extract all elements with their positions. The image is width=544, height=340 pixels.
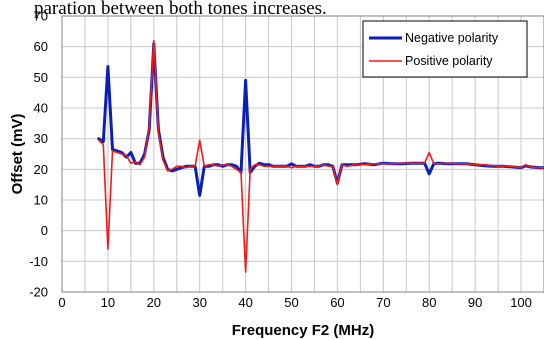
y-tick-label-20: 20 xyxy=(34,162,48,177)
y-tick-label-70: 70 xyxy=(34,9,48,24)
x-tick-label-0: 0 xyxy=(58,295,65,310)
y-tick-label--20: -20 xyxy=(29,285,48,300)
series-layer xyxy=(97,39,544,273)
caption-fragment: paration between both tones increases. xyxy=(34,0,327,19)
legend-box xyxy=(362,20,528,78)
x-tick-label-90: 90 xyxy=(468,295,482,310)
plot-frame xyxy=(61,15,544,293)
tick-labels: 0 10 20 30 40 50 60 70 80 90 100 -20 -10 0 10 20 30 40 50 6… xyxy=(29,9,532,311)
y-tick-label-60: 60 xyxy=(34,39,48,54)
x-tick-label-40: 40 xyxy=(238,295,252,310)
x-tick-label-60: 60 xyxy=(330,295,344,310)
x-tick-label-50: 50 xyxy=(284,295,298,310)
x-tick-label-80: 80 xyxy=(422,295,436,310)
legend-label-positive: Positive polarity xyxy=(405,54,493,68)
x-tick-label-100: 100 xyxy=(510,295,532,310)
x-tick-label-30: 30 xyxy=(192,295,206,310)
x-tick-label-10: 10 xyxy=(101,295,115,310)
y-tick-label-10: 10 xyxy=(34,193,48,208)
x-tick-label-20: 20 xyxy=(147,295,161,310)
y-tick-label--10: -10 xyxy=(29,254,48,269)
y-tick-label-0: 0 xyxy=(41,223,48,238)
grid xyxy=(62,16,544,292)
y-tick-label-50: 50 xyxy=(34,70,48,85)
legend: Negative polarity Positive polarity xyxy=(362,20,528,78)
y-axis-title: Offset (mV) xyxy=(9,114,26,195)
x-axis-title: Frequency F2 (MHz) xyxy=(232,322,375,339)
x-tick-label-70: 70 xyxy=(376,295,390,310)
y-tick-label-40: 40 xyxy=(34,101,48,116)
legend-label-negative: Negative polarity xyxy=(405,31,499,45)
y-tick-label-30: 30 xyxy=(34,131,48,146)
series-line-positive xyxy=(97,39,544,273)
